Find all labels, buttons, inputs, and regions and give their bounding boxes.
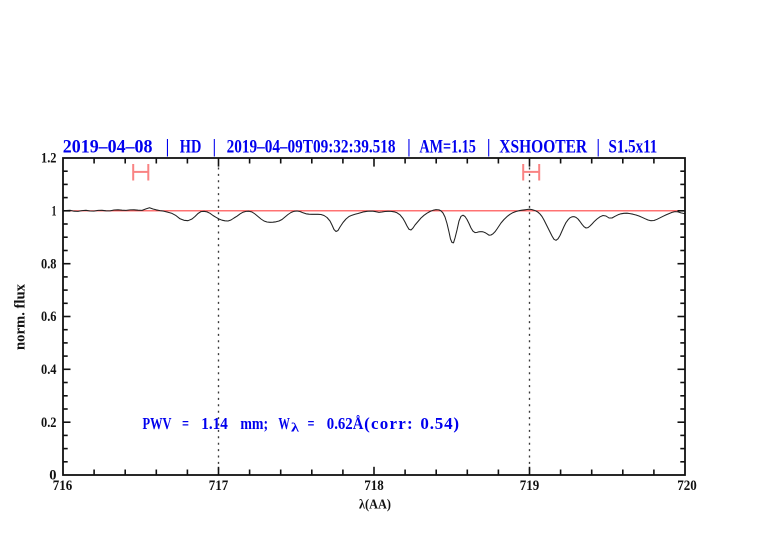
svg-text:718: 718 (364, 478, 384, 494)
svg-text:|: | (213, 136, 216, 157)
svg-text:=: = (308, 414, 315, 433)
svg-text:mm;: mm; (240, 414, 268, 433)
svg-text:717: 717 (209, 478, 229, 494)
svg-text:=: = (182, 414, 189, 433)
svg-text:|: | (487, 136, 490, 157)
svg-text:719: 719 (520, 478, 540, 494)
svg-text:HD: HD (180, 136, 202, 157)
svg-text:0.2: 0.2 (41, 415, 57, 431)
svg-text:0.54): 0.54) (420, 414, 459, 433)
svg-text:|: | (166, 136, 169, 157)
svg-text:W: W (278, 414, 290, 433)
svg-text:2019–04–09T09:32:39.518: 2019–04–09T09:32:39.518 (227, 136, 396, 157)
svg-text:1.2: 1.2 (41, 151, 57, 167)
svg-text:0.6: 0.6 (41, 309, 57, 325)
svg-text:XSHOOTER: XSHOOTER (499, 136, 587, 157)
svg-text:λ: λ (291, 421, 300, 435)
svg-text:|: | (407, 136, 410, 157)
svg-text:0.62Å: 0.62Å (327, 414, 364, 433)
svg-text:1.14: 1.14 (201, 414, 228, 433)
svg-text:716: 716 (53, 478, 73, 494)
svg-text:0.4: 0.4 (41, 362, 57, 378)
svg-text:2019–04–08: 2019–04–08 (63, 136, 153, 157)
svg-text:720: 720 (677, 478, 697, 494)
svg-text:norm. flux: norm. flux (13, 283, 29, 350)
svg-text:S1.5x11: S1.5x11 (609, 136, 658, 157)
svg-text:|: | (597, 136, 600, 157)
svg-text:0: 0 (49, 468, 56, 484)
svg-text:0.8: 0.8 (41, 256, 57, 272)
svg-text:AM=1.15: AM=1.15 (419, 136, 476, 157)
svg-text:PWV: PWV (143, 414, 173, 433)
svg-text:1: 1 (52, 203, 57, 219)
svg-text:λ(AA): λ(AA) (359, 498, 391, 513)
